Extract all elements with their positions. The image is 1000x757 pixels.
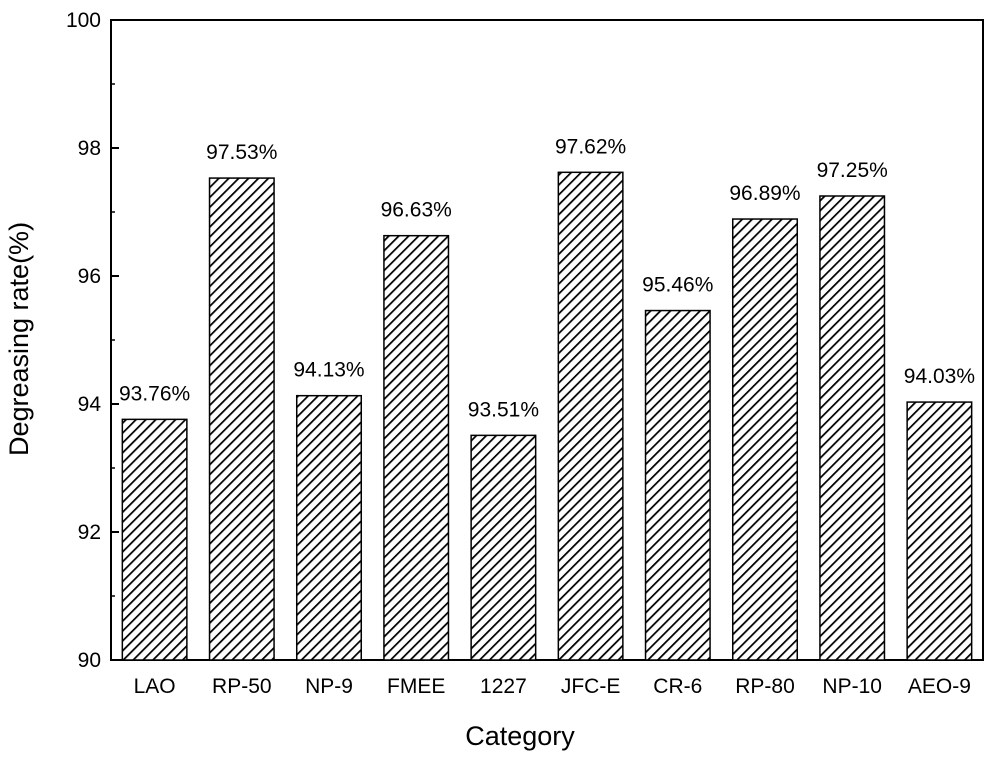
bar xyxy=(122,419,187,660)
data-label: 94.13% xyxy=(293,359,364,382)
data-label: 96.63% xyxy=(381,199,452,222)
y-tick-label: 98 xyxy=(78,137,101,160)
x-tick-label: CR-6 xyxy=(653,675,702,698)
x-tick-label: RP-50 xyxy=(212,675,272,698)
x-tick-label: LAO xyxy=(134,675,176,698)
x-tick-label: FMEE xyxy=(387,675,445,698)
bar xyxy=(210,178,275,660)
data-label: 97.62% xyxy=(555,135,626,158)
bar xyxy=(733,219,798,660)
bar xyxy=(820,196,885,660)
data-label: 95.46% xyxy=(642,274,713,297)
bar xyxy=(907,402,972,660)
x-tick-label: RP-80 xyxy=(735,675,795,698)
y-tick-label: 94 xyxy=(78,393,102,416)
data-label: 97.25% xyxy=(817,159,888,182)
y-tick-label: 100 xyxy=(66,9,101,32)
x-tick-label: 1227 xyxy=(480,675,527,698)
data-label: 93.76% xyxy=(119,382,190,405)
bar xyxy=(297,396,362,660)
x-tick-label: NP-9 xyxy=(305,675,353,698)
data-label: 93.51% xyxy=(468,398,539,421)
y-tick-label: 90 xyxy=(78,649,101,672)
x-axis-title: Category xyxy=(465,721,575,751)
x-tick-label: NP-10 xyxy=(822,675,882,698)
bar xyxy=(384,236,449,660)
data-label: 96.89% xyxy=(729,182,800,205)
y-tick-label: 96 xyxy=(78,265,101,288)
bar xyxy=(471,435,536,660)
y-tick-label: 92 xyxy=(78,521,101,544)
data-label: 94.03% xyxy=(904,365,975,388)
x-tick-label: AEO-9 xyxy=(908,675,971,698)
y-axis-title: Degreasing rate(%) xyxy=(4,222,34,456)
x-axis: LAO RP-50 NP-9 FMEE 1227 JFC-E CR-6 RP-80 NP-10 A… xyxy=(134,675,971,698)
bar xyxy=(558,172,623,660)
bar xyxy=(646,311,711,660)
data-label: 97.53% xyxy=(206,141,277,164)
bars xyxy=(122,172,971,660)
x-tick-label: JFC-E xyxy=(561,675,621,698)
